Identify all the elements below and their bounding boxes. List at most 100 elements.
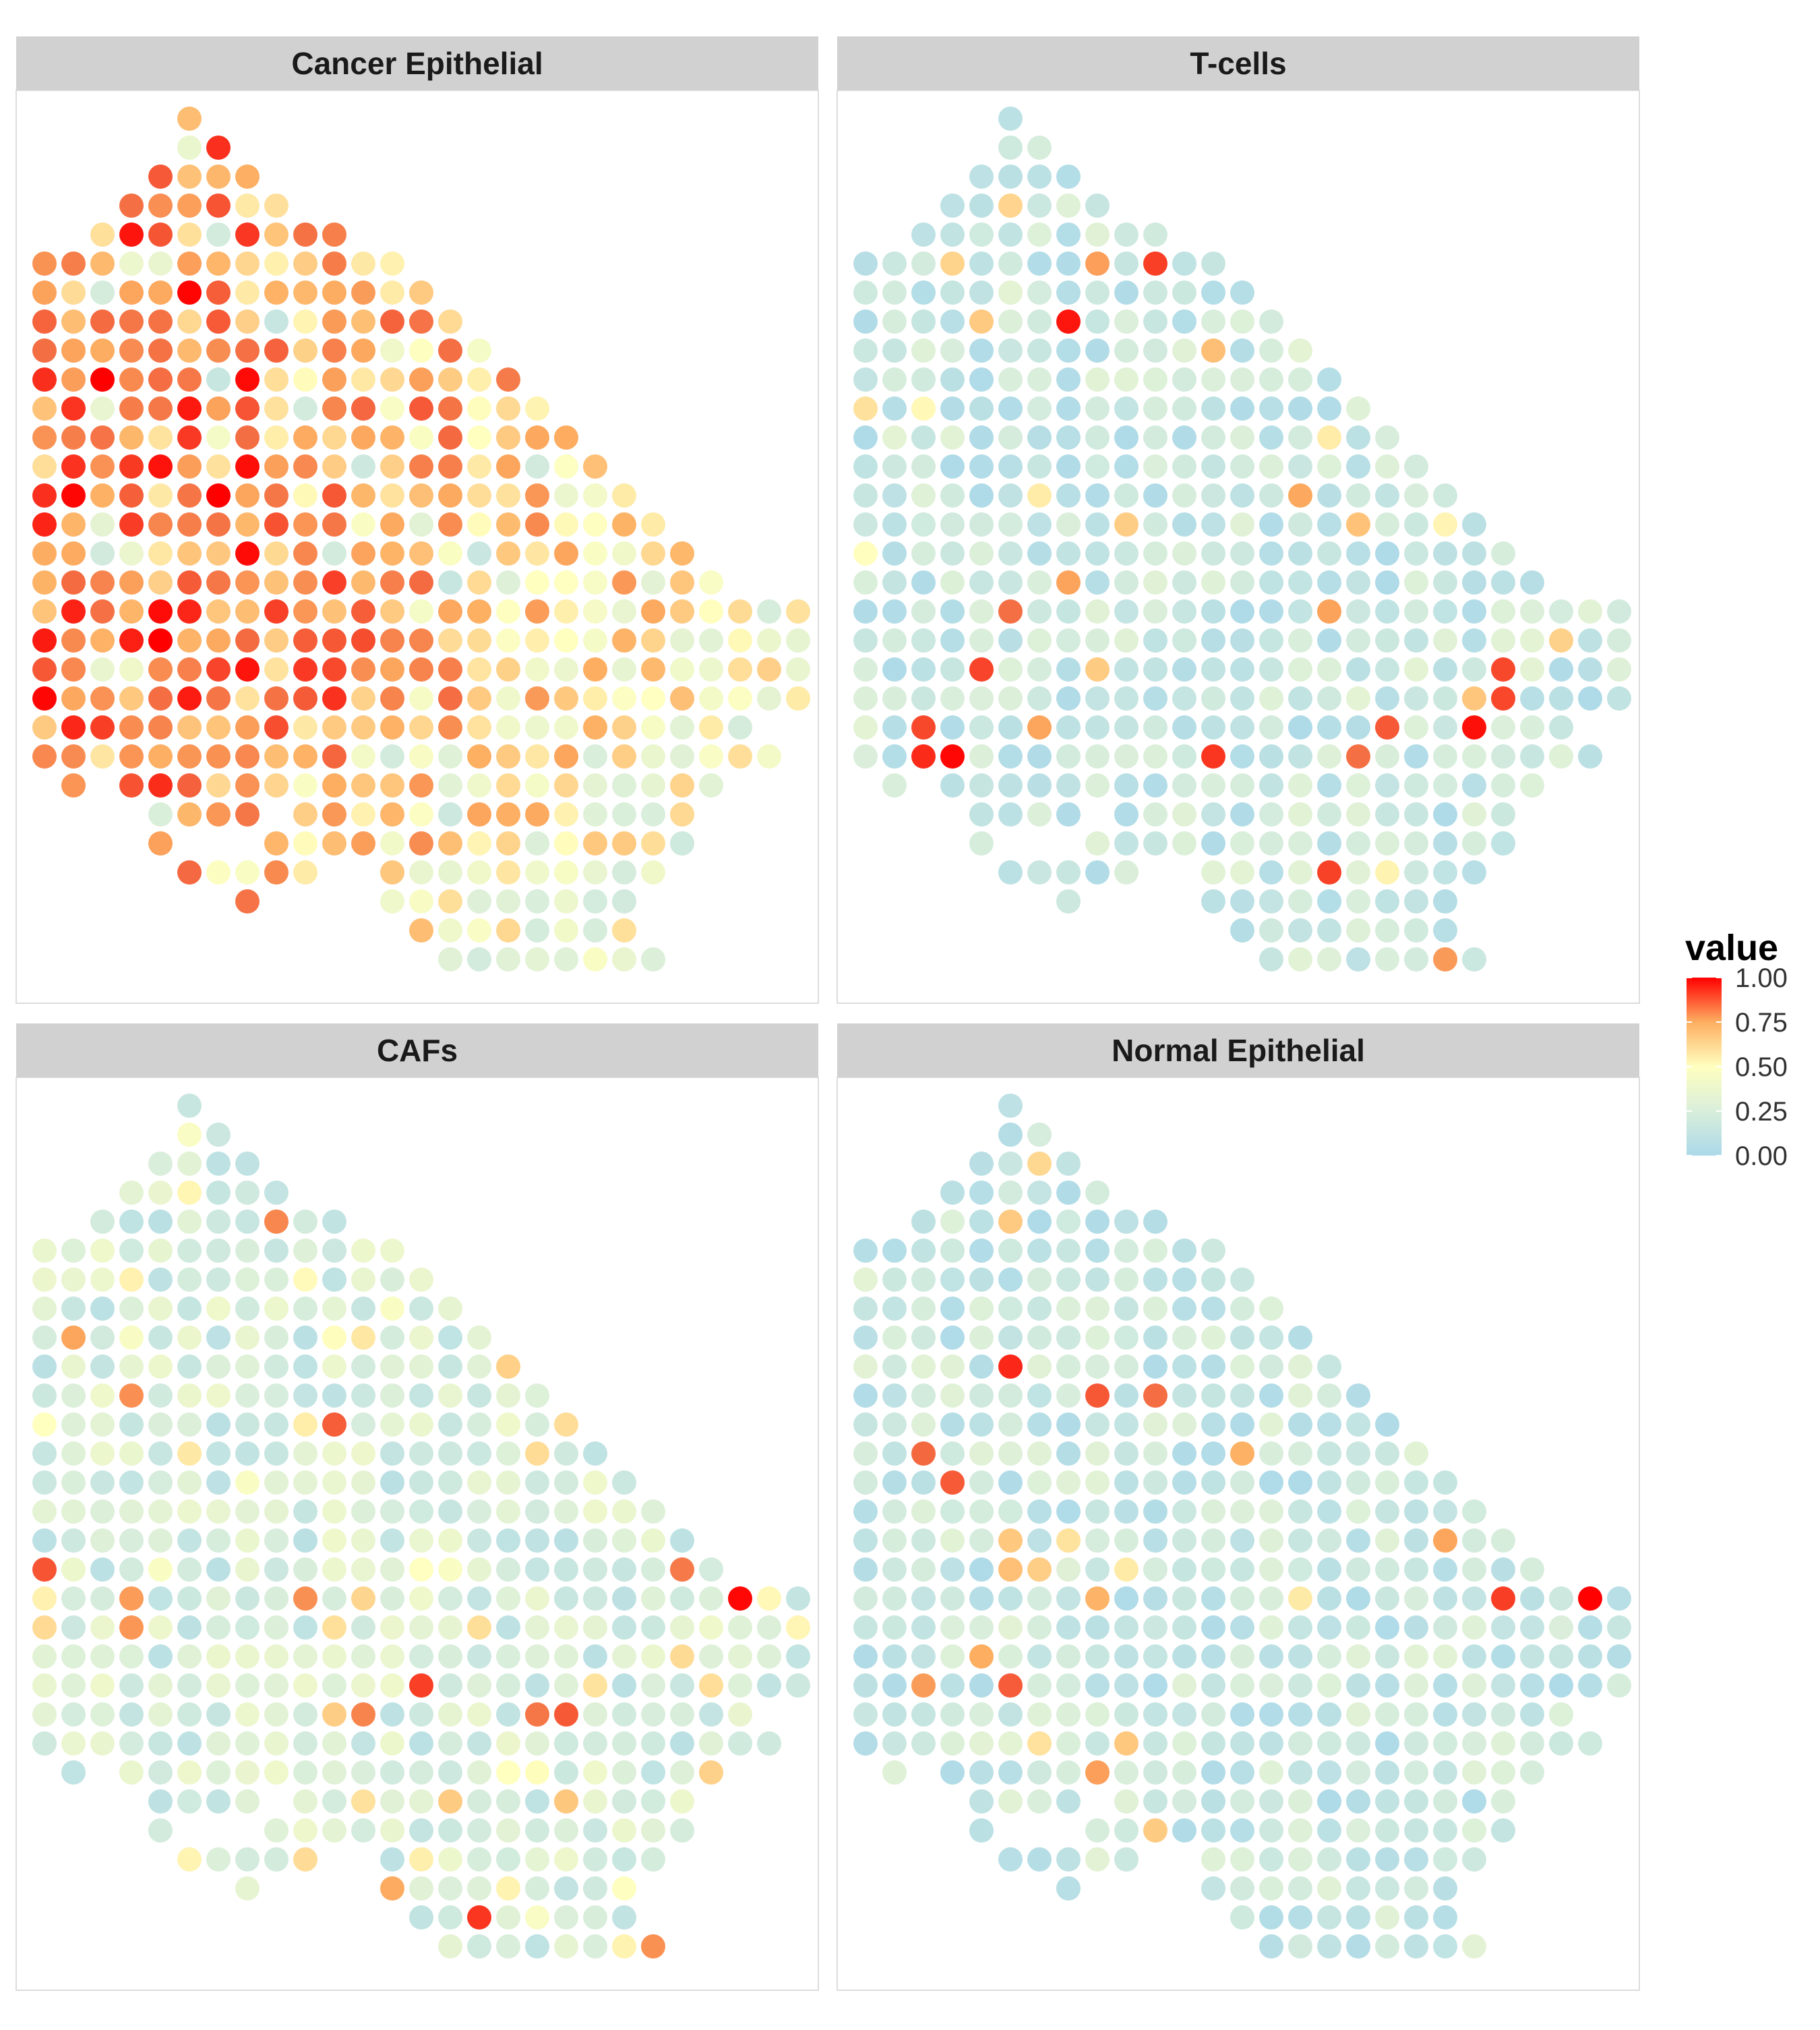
spot-point xyxy=(969,657,994,682)
spot-point xyxy=(1085,1181,1110,1205)
spot-point xyxy=(496,512,520,537)
spot-point xyxy=(641,1847,665,1872)
facet-panel: T-cells xyxy=(837,36,1640,1004)
spot-point xyxy=(1433,1934,1457,1959)
spot-point xyxy=(969,1818,994,1843)
spot-point xyxy=(467,1760,491,1785)
spot-point xyxy=(351,1412,375,1437)
spot-point xyxy=(322,1354,346,1379)
spot-point xyxy=(1346,947,1370,972)
spot-point xyxy=(969,628,994,653)
spot-point xyxy=(853,1470,878,1495)
spot-point xyxy=(1056,1673,1081,1698)
spot-point xyxy=(206,1528,231,1553)
spot-point xyxy=(1317,715,1341,740)
spot-point xyxy=(322,483,346,508)
spot-point xyxy=(206,628,231,653)
spot-point xyxy=(206,1702,231,1727)
spot-point xyxy=(206,396,231,421)
spot-point xyxy=(235,628,260,653)
spot-point xyxy=(882,1731,907,1756)
spot-point xyxy=(1433,483,1457,508)
spot-point xyxy=(1404,773,1428,798)
spot-point xyxy=(1520,1760,1544,1785)
spot-point xyxy=(206,251,231,276)
spot-point xyxy=(148,541,173,566)
spot-point xyxy=(1404,1818,1428,1843)
spot-point xyxy=(612,570,636,595)
spot-point xyxy=(1114,1499,1139,1524)
spot-point xyxy=(32,1731,57,1756)
spot-point xyxy=(853,686,878,711)
spot-point xyxy=(1433,512,1457,537)
spot-point xyxy=(1317,802,1341,827)
spot-point xyxy=(911,280,936,305)
spot-point xyxy=(293,512,317,537)
spot-point xyxy=(853,1441,878,1466)
spot-point xyxy=(1114,1586,1139,1611)
spot-point xyxy=(525,802,549,827)
spot-point xyxy=(1346,1673,1370,1698)
spot-point xyxy=(1085,454,1110,479)
spot-point xyxy=(998,1499,1023,1524)
spot-point xyxy=(32,251,57,276)
spot-point xyxy=(1549,599,1573,624)
spot-point xyxy=(235,396,260,421)
spot-point xyxy=(1085,1383,1110,1408)
spot-point xyxy=(882,1557,907,1582)
spot-point xyxy=(1375,483,1399,508)
spot-point xyxy=(1230,570,1254,595)
spot-point xyxy=(1172,1499,1196,1524)
spot-point xyxy=(1433,1499,1457,1524)
spot-point xyxy=(1114,1238,1139,1263)
spot-point xyxy=(119,541,144,566)
spot-point xyxy=(90,570,115,595)
spot-point xyxy=(1462,1760,1486,1785)
spot-point xyxy=(235,1876,260,1901)
spot-point xyxy=(699,570,723,595)
spot-point xyxy=(525,1789,549,1814)
spot-point xyxy=(1056,889,1081,914)
spot-point xyxy=(119,1181,144,1205)
spot-point xyxy=(235,686,260,711)
spot-point xyxy=(61,1412,86,1437)
spot-point xyxy=(554,628,578,653)
spot-point xyxy=(853,1238,878,1263)
spot-point xyxy=(1143,802,1167,827)
spot-point xyxy=(940,657,965,682)
spot-point xyxy=(1259,1325,1283,1350)
spot-point xyxy=(1172,1818,1196,1843)
spot-point xyxy=(293,773,317,798)
spot-point xyxy=(409,1325,433,1350)
spot-point xyxy=(1259,1615,1283,1640)
spot-point xyxy=(1491,1760,1515,1785)
spot-point xyxy=(438,1412,462,1437)
spot-point xyxy=(969,541,994,566)
spot-point xyxy=(998,628,1023,653)
spot-point xyxy=(351,541,375,566)
spot-point xyxy=(641,1673,665,1698)
spot-point xyxy=(496,1789,520,1814)
spot-point xyxy=(1259,831,1283,856)
spot-point xyxy=(1607,657,1631,682)
spot-point xyxy=(177,1470,202,1495)
spot-point xyxy=(1462,541,1486,566)
spot-point xyxy=(1027,1123,1052,1147)
spot-point xyxy=(1288,1760,1312,1785)
facet-strip xyxy=(837,1023,1639,1077)
spot-point xyxy=(1404,483,1428,508)
spot-point xyxy=(1404,1876,1428,1901)
spot-point xyxy=(148,1673,173,1698)
spot-point xyxy=(1462,1528,1486,1553)
spot-point xyxy=(1230,1702,1254,1727)
spot-point xyxy=(409,425,433,450)
spot-point xyxy=(235,715,260,740)
spot-point xyxy=(1259,1789,1283,1814)
spot-point xyxy=(641,715,665,740)
spot-point xyxy=(1578,686,1602,711)
spot-point xyxy=(438,918,462,943)
spot-point xyxy=(467,454,491,479)
spot-point xyxy=(1114,1818,1139,1843)
spot-point xyxy=(351,686,375,711)
spot-point xyxy=(1143,1789,1167,1814)
